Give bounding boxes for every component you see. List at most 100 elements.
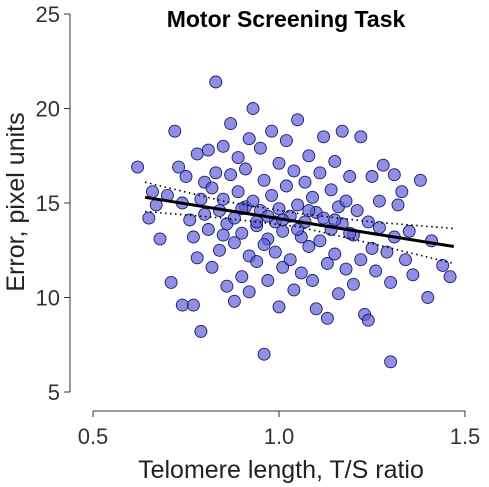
data-point: [291, 223, 305, 236]
data-point: [142, 211, 156, 225]
data-point: [421, 291, 435, 304]
data-point: [317, 130, 331, 144]
data-point: [402, 224, 416, 238]
data-point: [250, 255, 264, 269]
data-point: [443, 270, 457, 284]
data-point: [354, 253, 368, 267]
data-point: [324, 183, 338, 197]
data-point: [313, 166, 327, 180]
data-point: [369, 264, 383, 278]
data-point: [231, 185, 245, 199]
data-point: [265, 124, 279, 138]
data-point: [302, 149, 316, 163]
data-point: [406, 268, 420, 282]
data-point: [413, 173, 427, 187]
data-point: [287, 283, 301, 297]
data-point: [268, 245, 282, 259]
data-point: [339, 194, 353, 208]
data-point: [190, 251, 204, 265]
data-point: [257, 238, 271, 252]
data-point: [339, 262, 353, 276]
data-point: [279, 179, 293, 193]
data-point: [332, 287, 345, 301]
data-point: [209, 75, 223, 89]
x-tick-label: 1.0: [264, 424, 295, 449]
data-point: [205, 260, 219, 274]
chart-title: Motor Screening Task: [167, 6, 406, 32]
data-point: [361, 215, 375, 229]
data-point: [372, 194, 386, 208]
data-point: [216, 192, 230, 206]
data-point: [131, 160, 145, 174]
data-point: [209, 166, 223, 180]
data-point: [346, 277, 360, 291]
data-point: [328, 154, 342, 168]
data-point: [179, 170, 193, 183]
data-point: [246, 102, 260, 115]
data-point: [272, 156, 286, 170]
y-axis-label: Error, pixel units: [2, 112, 30, 291]
ci-upper-line: [144, 181, 454, 230]
y-tick-label: 25: [36, 2, 60, 27]
data-point: [302, 204, 316, 218]
data-point: [194, 192, 208, 206]
data-point: [272, 300, 286, 314]
data-point: [272, 202, 286, 216]
data-point: [283, 253, 297, 267]
data-point: [257, 347, 271, 361]
y-tick-label: 20: [36, 97, 60, 122]
data-point: [365, 170, 379, 183]
data-point: [224, 117, 238, 131]
data-point: [294, 266, 308, 280]
data-point: [242, 132, 256, 146]
data-point: [395, 185, 409, 199]
data-point: [343, 170, 357, 183]
y-tick-label: 5: [48, 380, 60, 405]
data-point: [306, 274, 319, 287]
data-point: [384, 275, 398, 289]
data-point: [205, 181, 219, 195]
data-point: [265, 188, 279, 202]
x-tick-label: 0.5: [78, 424, 109, 449]
data-point: [216, 228, 230, 242]
data-point: [201, 223, 215, 236]
data-point: [246, 194, 260, 208]
data-point: [291, 113, 305, 127]
data-point: [380, 245, 394, 259]
data-point: [231, 151, 245, 165]
data-point: [328, 247, 342, 261]
x-axis-ticks: 0.5 1.0 1.5: [78, 411, 481, 449]
data-point: [313, 234, 327, 248]
data-point: [302, 240, 316, 253]
fit-line: [144, 195, 455, 248]
data-point: [399, 253, 412, 267]
data-point: [186, 298, 200, 312]
data-point: [354, 130, 368, 144]
data-point: [317, 211, 331, 225]
x-tick-label: 1.5: [450, 424, 481, 449]
data-point: [376, 158, 390, 172]
data-points: [131, 75, 457, 369]
data-point: [257, 173, 271, 187]
data-point: [387, 168, 401, 182]
data-point: [216, 139, 230, 153]
data-point: [320, 311, 334, 325]
data-point: [253, 141, 267, 155]
data-point: [365, 241, 379, 255]
data-point: [172, 160, 186, 174]
data-point: [201, 143, 215, 157]
y-axis-ticks: 5 10 15 20 25: [36, 2, 70, 405]
data-point: [183, 213, 197, 227]
y-tick-label: 15: [36, 191, 60, 216]
data-point: [350, 204, 364, 218]
data-point: [279, 134, 293, 148]
data-point: [372, 221, 386, 235]
data-point: [190, 147, 204, 161]
data-point: [168, 124, 182, 138]
data-point: [175, 298, 189, 312]
y-tick-label: 10: [36, 286, 60, 311]
data-point: [242, 285, 256, 299]
data-point: [276, 224, 290, 238]
data-point: [194, 325, 208, 338]
